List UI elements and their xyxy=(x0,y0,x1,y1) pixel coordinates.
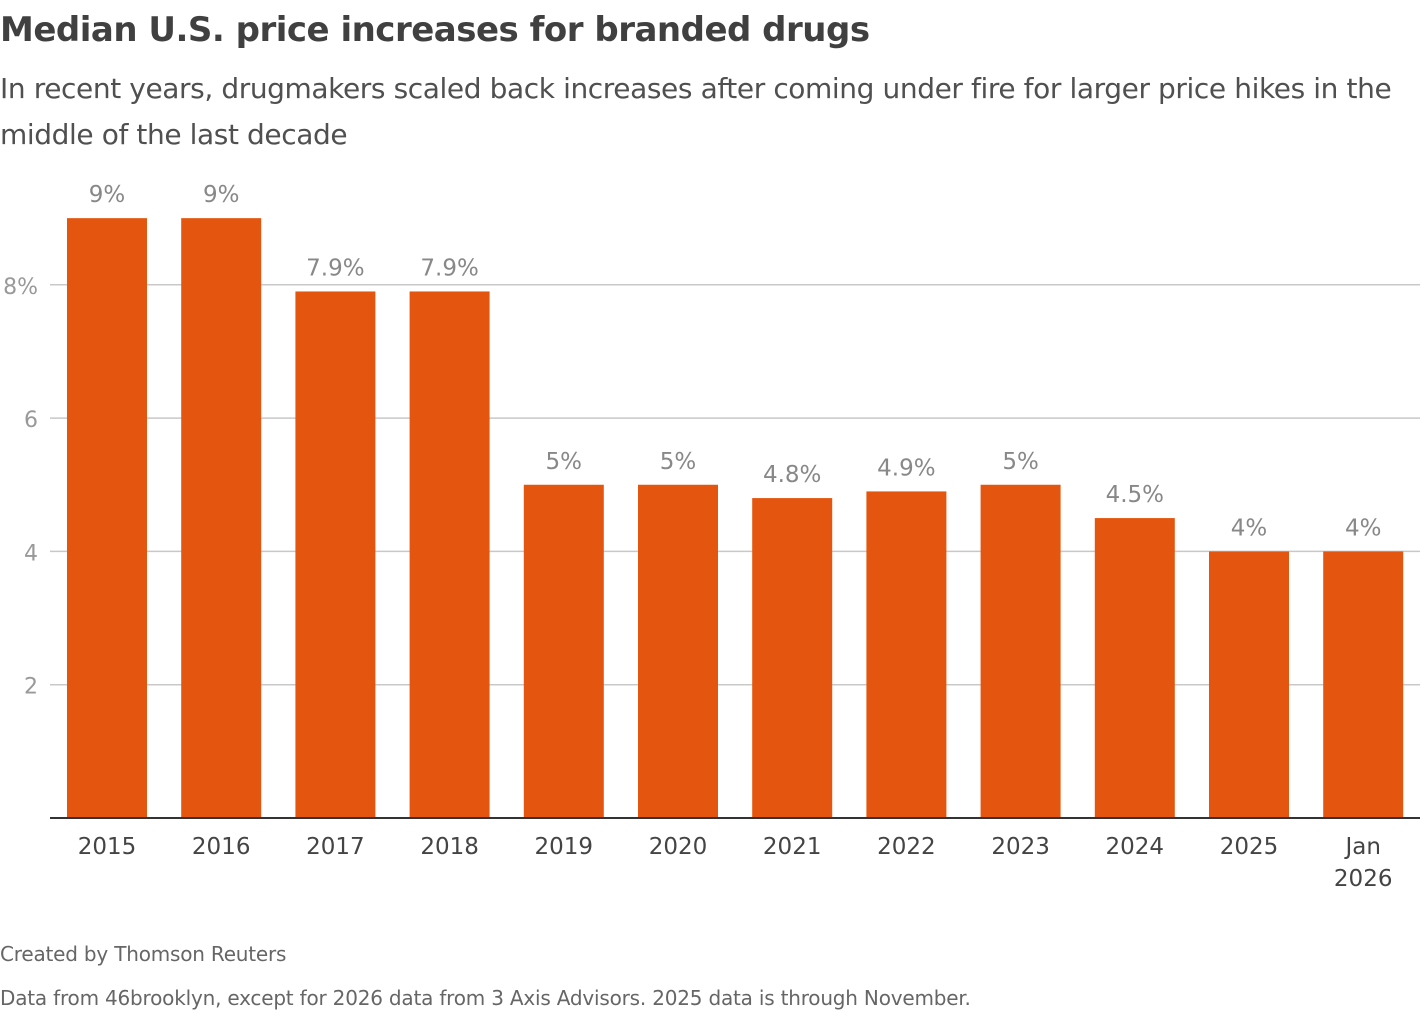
bar xyxy=(409,291,490,819)
credit-text: Created by Thomson Reuters xyxy=(0,942,287,966)
x-tick-label: 2016 xyxy=(192,834,251,860)
bar xyxy=(181,218,262,818)
data-label: 5% xyxy=(546,449,583,475)
data-label: 5% xyxy=(660,449,697,475)
x-tick-label: 2023 xyxy=(991,834,1050,860)
data-label: 9% xyxy=(203,182,240,208)
data-label: 4.9% xyxy=(877,455,935,481)
x-tick-label: 2025 xyxy=(1220,834,1279,860)
bar xyxy=(866,491,947,818)
chart-title: Median U.S. price increases for branded … xyxy=(0,10,870,50)
chart-subtitle: In recent years, drugmakers scaled back … xyxy=(0,72,1392,151)
bar xyxy=(752,498,833,818)
data-label: 7.9% xyxy=(306,255,364,281)
x-tick-label: 2024 xyxy=(1106,834,1165,860)
x-tick-label: 2018 xyxy=(420,834,479,860)
x-tick-label: 2021 xyxy=(763,834,822,860)
y-tick-label: 4 xyxy=(24,541,38,566)
data-label: 9% xyxy=(89,182,126,208)
bar xyxy=(295,291,376,819)
x-tick-label: Jan 2026 xyxy=(1334,834,1393,892)
data-label: 4% xyxy=(1231,515,1268,541)
bar xyxy=(1209,551,1289,818)
bar xyxy=(67,218,147,818)
data-label: 4.8% xyxy=(763,462,821,488)
source-text: Data from 46brooklyn, except for 2026 da… xyxy=(0,986,971,1010)
x-tick-label: 2019 xyxy=(535,834,594,860)
data-label: 4.5% xyxy=(1106,482,1164,508)
y-tick-label: 6 xyxy=(24,408,38,433)
x-tick-label: 2020 xyxy=(649,834,708,860)
bar xyxy=(980,484,1061,818)
data-label: 4% xyxy=(1345,515,1382,541)
y-tick-label: 8% xyxy=(3,275,38,300)
data-label: 5% xyxy=(1002,449,1039,475)
x-tick-label: 2017 xyxy=(306,834,365,860)
bar xyxy=(1094,518,1175,818)
y-tick-label: 2 xyxy=(24,675,38,700)
bar xyxy=(638,484,718,818)
bar xyxy=(523,484,604,818)
bar xyxy=(1323,551,1404,818)
data-label: 7.9% xyxy=(420,255,478,281)
x-tick-label: 2022 xyxy=(877,834,936,860)
x-tick-label: 2015 xyxy=(78,834,137,860)
